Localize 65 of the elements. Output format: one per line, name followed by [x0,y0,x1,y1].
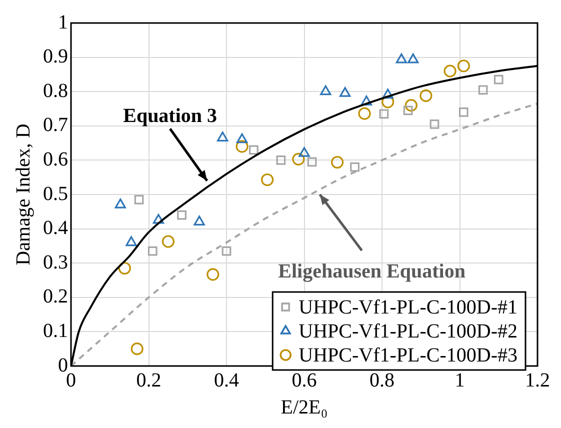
point [261,173,274,186]
point [457,60,470,72]
x-tick-label: 0.6 [292,369,317,392]
point [358,107,371,120]
point [396,53,407,64]
y-tick-label: 0.2 [43,286,68,308]
x-tick-label: 1 [454,369,465,392]
y-tick-label: 0.8 [43,80,68,102]
y-tick-label: 0.5 [43,182,68,205]
point [118,262,131,275]
point [408,53,419,64]
point [177,210,186,220]
y-tick-label: 0.3 [43,251,68,274]
point [403,106,413,116]
point [320,85,332,96]
x-axis-title: E/2E₀ [280,396,328,418]
point [236,133,248,144]
annotation: Equation 3 [123,104,218,127]
point [162,235,174,248]
x-tick-label: 0.8 [370,369,394,392]
point [430,119,440,129]
point [360,96,372,106]
point [292,152,305,166]
legend-label: UHPC-Vf1-PL-C-100D-#3 [298,344,518,366]
y-tick-label: 0.4 [43,217,68,240]
point [404,99,418,112]
x-tick-label: 0.2 [136,369,162,392]
y-tick-label: 0.7 [43,114,68,136]
point [236,140,248,153]
point [134,194,144,204]
point [458,107,468,117]
point [152,214,164,224]
point [382,88,394,99]
point [330,156,344,169]
y-tick-label: 0.1 [43,320,68,342]
point [420,89,432,102]
point [148,246,158,256]
annotation: Eligehausen Equation [278,260,466,283]
point [194,216,205,226]
legend-label: UHPC-Vf1-PL-C-100D-#2 [298,320,518,342]
y-tick-label: 0.6 [43,148,68,170]
point [478,85,488,95]
point [276,156,286,165]
point [444,64,456,78]
y-tick-label: 1 [58,11,68,34]
point [350,162,360,172]
legend-label: UHPC-Vf1-PL-C-100D-#1 [298,296,518,318]
point [494,74,504,84]
y-tick-label: 0.9 [43,46,68,68]
point [126,236,137,246]
x-tick-label: 1.2 [525,369,550,392]
point [379,109,389,119]
y-tick-label: 0 [58,354,68,376]
point [130,342,144,356]
point [114,198,126,208]
point [340,87,351,97]
x-tick-label: 0.4 [214,369,239,392]
point [206,268,220,281]
point [249,145,258,155]
point [222,246,232,256]
point [382,96,394,108]
y-axis-title: Damage Index, D [12,124,34,266]
point [307,157,317,167]
point [298,147,310,157]
point [217,132,228,142]
